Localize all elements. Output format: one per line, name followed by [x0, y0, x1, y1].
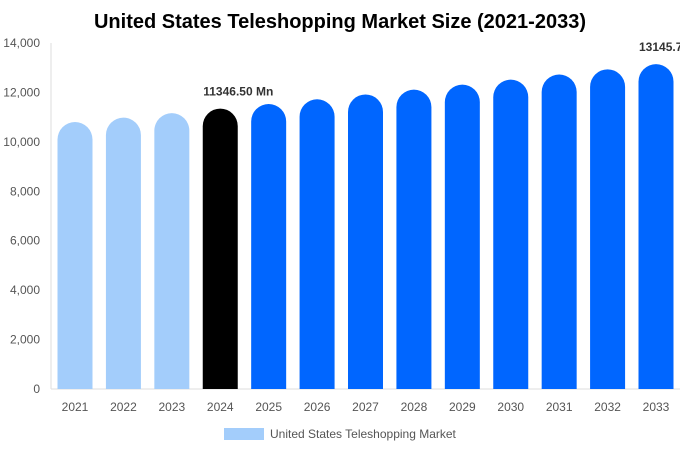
x-tick-label: 2025: [255, 400, 282, 414]
bar-2030[interactable]: [493, 79, 529, 390]
y-tick-label: 14,000: [3, 36, 40, 50]
y-tick-label: 4,000: [10, 283, 40, 297]
bars: [57, 64, 674, 390]
legend[interactable]: United States Teleshopping Market: [224, 427, 457, 441]
bar-2022[interactable]: [105, 117, 141, 389]
legend-label: United States Teleshopping Market: [270, 427, 457, 441]
bar-2026[interactable]: [299, 99, 335, 389]
bar-2032[interactable]: [590, 69, 626, 389]
bar-2029[interactable]: [444, 84, 480, 390]
bar-2033[interactable]: [638, 64, 674, 389]
x-tick-label: 2026: [304, 400, 331, 414]
y-tick-label: 0: [33, 382, 40, 396]
bar-2028[interactable]: [396, 89, 432, 389]
data-labels: 11346.50 Mn 13145.74 Mn: [203, 40, 680, 98]
x-tick-label: 2028: [401, 400, 428, 414]
x-tick-label: 2021: [62, 400, 89, 414]
y-tick-label: 6,000: [10, 234, 40, 248]
data-label-2033: 13145.74 Mn: [639, 40, 680, 54]
y-tick-label: 2,000: [10, 333, 40, 347]
x-tick-label: 2031: [546, 400, 573, 414]
x-tick-label: 2030: [497, 400, 524, 414]
legend-swatch: [224, 428, 264, 440]
bar-2023[interactable]: [154, 113, 190, 389]
y-axis: 0 2,000 4,000 6,000 8,000 10,000 12,000 14,000: [3, 36, 40, 396]
x-tick-label: 2027: [352, 400, 379, 414]
x-axis: 2021 2022 2023 2024 2025 2026 2027 2028 2029 2030…: [62, 400, 670, 414]
x-tick-label: 2029: [449, 400, 476, 414]
data-label-2024: 11346.50 Mn: [203, 85, 273, 99]
y-tick-label: 10,000: [3, 135, 40, 149]
x-tick-label: 2033: [643, 400, 670, 414]
x-tick-label: 2022: [110, 400, 137, 414]
bar-2027[interactable]: [348, 94, 383, 389]
bar-2021[interactable]: [57, 122, 93, 389]
chart-title: United States Teleshopping Market Size (…: [94, 11, 586, 33]
bar-2025[interactable]: [251, 103, 287, 389]
bar-2024[interactable]: [202, 108, 238, 390]
y-tick-label: 8,000: [10, 184, 40, 198]
x-tick-label: 2024: [207, 400, 234, 414]
x-tick-label: 2032: [594, 400, 621, 414]
y-tick-label: 12,000: [3, 85, 40, 99]
bar-2031[interactable]: [541, 74, 577, 389]
x-tick-label: 2023: [158, 400, 185, 414]
